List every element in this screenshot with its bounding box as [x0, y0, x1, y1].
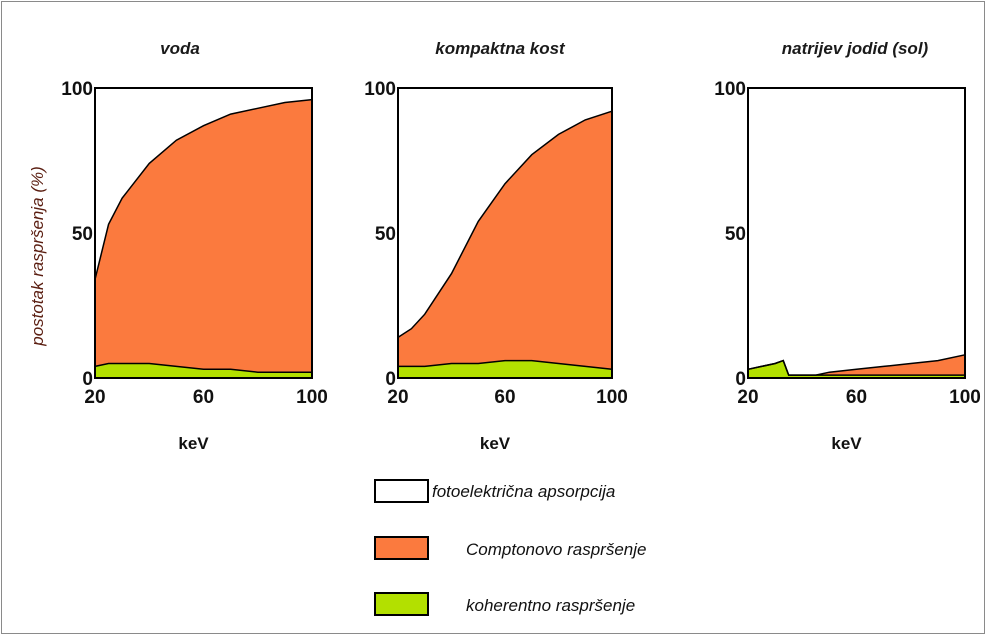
- photoelectric-area: [748, 88, 965, 378]
- x-tick-label: 100: [949, 387, 981, 408]
- x-tick-label: 20: [387, 387, 408, 408]
- y-axis-label: postotak raspršenja (%): [28, 166, 47, 347]
- x-tick-label: 60: [193, 387, 214, 408]
- chart-panel-1: voda 0 50 100 20 60 100 keV postotak raspršenja …: [28, 39, 328, 453]
- compton-boundary-line: [94, 98, 313, 280]
- legend-swatch: [374, 479, 429, 503]
- x-axis-label: keV: [178, 434, 209, 453]
- legend-swatch: [374, 536, 429, 560]
- x-tick-label: 20: [84, 387, 105, 408]
- x-tick-label: 100: [596, 387, 628, 408]
- compton-boundary-line: [397, 110, 613, 339]
- legend: fotoelektrična apsorpcija Comptonovo rasp…: [374, 479, 646, 616]
- chart-panel-3: natrijev jodid (sol) 0 50 100 20 60 100 keV: [714, 39, 981, 453]
- x-tick-label: 20: [737, 387, 758, 408]
- chart-panel-2: kompaktna kost 0 50 100 20 60 100 keV: [364, 39, 628, 453]
- y-tick-label: 50: [72, 224, 93, 245]
- x-tick-label: 100: [296, 387, 328, 408]
- legend-label: Comptonovo raspršenje: [466, 540, 646, 559]
- x-axis-label: keV: [480, 434, 511, 453]
- plot-frame: [397, 87, 613, 379]
- coherent-area: [398, 360, 612, 378]
- chart-title: natrijev jodid (sol): [782, 39, 929, 58]
- legend-swatch: [374, 592, 429, 616]
- x-tick-label: 60: [494, 387, 515, 408]
- chart-title: voda: [160, 39, 200, 58]
- y-tick-label: 0: [385, 369, 396, 390]
- legend-label: koherentno raspršenje: [466, 596, 635, 615]
- x-tick-label: 60: [846, 387, 867, 408]
- coherent-boundary-line: [398, 359, 613, 371]
- y-tick-label: 100: [61, 79, 93, 100]
- x-axis-label: keV: [831, 434, 862, 453]
- coherent-boundary-line: [747, 359, 965, 376]
- y-tick-label: 0: [735, 369, 746, 390]
- y-tick-label: 100: [364, 79, 396, 100]
- coherent-area: [748, 360, 965, 378]
- plot-frame: [94, 87, 313, 379]
- chart-title: kompaktna kost: [435, 39, 566, 58]
- compton-area: [748, 354, 965, 376]
- y-tick-label: 100: [714, 79, 746, 100]
- compton-area: [398, 111, 612, 370]
- coherent-area: [95, 363, 312, 378]
- compton-area: [95, 99, 312, 373]
- y-tick-label: 50: [725, 224, 746, 245]
- legend-label: fotoelektrična apsorpcija: [432, 482, 615, 501]
- y-tick-label: 0: [82, 369, 93, 390]
- y-tick-label: 50: [375, 224, 396, 245]
- plot-frame: [747, 87, 966, 379]
- coherent-boundary-line: [94, 362, 312, 373]
